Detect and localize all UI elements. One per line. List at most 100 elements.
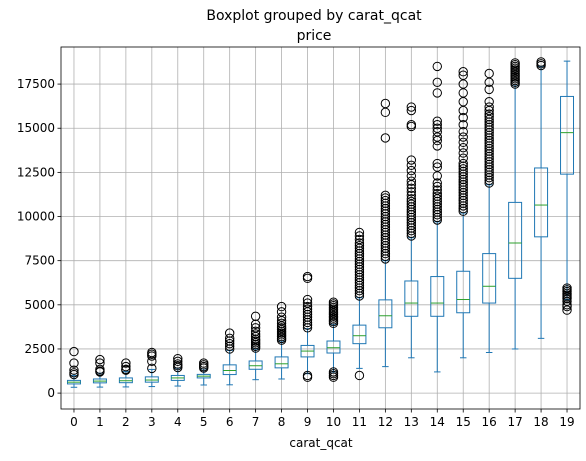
outlier-point xyxy=(302,304,313,314)
iqr-box xyxy=(248,360,263,370)
outlier-point xyxy=(380,98,391,109)
outlier-point xyxy=(276,301,287,312)
outlier-point xyxy=(536,57,546,67)
x-tick-label: 1 xyxy=(96,415,104,429)
x-tick-label: 5 xyxy=(200,415,208,429)
outlier-point xyxy=(95,364,105,374)
outlier-point xyxy=(432,181,442,192)
x-tick-label: 15 xyxy=(456,415,471,429)
outlier-point xyxy=(380,133,391,143)
iqr-box xyxy=(456,270,471,314)
x-tick-label: 8 xyxy=(278,415,286,429)
x-tick-label: 3 xyxy=(148,415,156,429)
outlier-point xyxy=(250,326,261,337)
box-17 xyxy=(508,85,523,350)
y-tick-label: 17500 xyxy=(17,77,55,91)
outliers xyxy=(69,57,572,382)
outlier-point xyxy=(354,238,365,248)
outlier-point xyxy=(354,234,365,245)
outlier-point xyxy=(432,61,442,72)
outlier-point xyxy=(458,119,468,130)
x-tick-label: 11 xyxy=(352,415,367,429)
outlier-point xyxy=(276,318,287,329)
x-tick-label: 9 xyxy=(304,415,312,429)
iqr-box xyxy=(352,324,367,345)
x-tick-label: 6 xyxy=(226,415,234,429)
outlier-point xyxy=(224,328,235,338)
outlier-point xyxy=(69,365,79,375)
x-tick-label: 12 xyxy=(378,415,393,429)
outlier-point xyxy=(121,364,131,374)
outlier-point xyxy=(484,112,494,122)
iqr-box xyxy=(222,364,237,376)
outlier-point xyxy=(484,109,494,119)
y-tick-label: 12500 xyxy=(17,165,55,179)
outlier-point xyxy=(562,283,572,293)
outlier-point xyxy=(406,196,417,207)
iqr-box xyxy=(378,299,393,329)
outlier-point xyxy=(199,358,209,368)
outlier-point xyxy=(406,171,417,181)
x-tick-label: 19 xyxy=(559,415,574,429)
outlier-point xyxy=(380,190,391,201)
outlier-point xyxy=(484,97,494,107)
outlier-point xyxy=(276,312,287,322)
outlier-point xyxy=(406,194,417,204)
outlier-point xyxy=(406,187,417,197)
chart-title: Boxplot grouped by carat_qcat xyxy=(206,8,422,24)
outlier-point xyxy=(432,191,442,201)
iqr-box xyxy=(482,253,497,304)
box-16 xyxy=(482,184,497,353)
outlier-point xyxy=(224,333,235,344)
box-0 xyxy=(66,374,81,388)
outlier-point xyxy=(458,148,468,158)
x-axis-label: carat_qcat xyxy=(289,436,353,450)
outlier-point xyxy=(458,67,468,77)
outlier-point xyxy=(69,368,79,378)
outlier-point xyxy=(432,178,442,188)
outlier-point xyxy=(328,367,339,377)
outlier-point xyxy=(458,158,468,169)
outlier-point xyxy=(432,123,442,133)
outlier-point xyxy=(302,271,313,282)
outlier-point xyxy=(406,183,417,193)
box-2 xyxy=(118,371,133,388)
outlier-point xyxy=(380,193,391,203)
outlier-point xyxy=(406,160,417,171)
box-4 xyxy=(170,367,185,387)
outlier-point xyxy=(432,162,442,172)
box-6 xyxy=(222,349,237,386)
outlier-point xyxy=(432,158,442,169)
outlier-point xyxy=(406,176,417,186)
outlier-point xyxy=(458,153,468,163)
box-10 xyxy=(326,323,341,373)
outlier-point xyxy=(406,119,417,130)
box-11 xyxy=(352,297,367,369)
outlier-point xyxy=(147,363,157,374)
box-19 xyxy=(560,60,575,301)
iqr-box xyxy=(534,167,549,238)
outlier-point xyxy=(69,346,79,357)
outlier-point xyxy=(224,338,235,349)
outlier-point xyxy=(432,88,442,98)
iqr-box xyxy=(144,376,159,383)
x-tick-label: 14 xyxy=(430,415,445,429)
outlier-point xyxy=(173,353,183,364)
x-tick-label: 7 xyxy=(252,415,260,429)
outlier-point xyxy=(328,297,339,307)
x-tick-label: 4 xyxy=(174,415,182,429)
plot-frame xyxy=(60,46,581,410)
y-tick-label: 10000 xyxy=(17,210,55,224)
outlier-point xyxy=(458,132,468,142)
box-8 xyxy=(274,340,289,380)
outlier-point xyxy=(406,165,417,176)
iqr-box xyxy=(274,356,289,369)
outlier-point xyxy=(121,361,131,372)
box-13 xyxy=(404,237,419,359)
outlier-point xyxy=(302,298,313,308)
y-tick-label: 15000 xyxy=(17,121,55,135)
iqr-box xyxy=(326,340,341,354)
outlier-point xyxy=(458,142,468,153)
outlier-point xyxy=(406,102,417,112)
